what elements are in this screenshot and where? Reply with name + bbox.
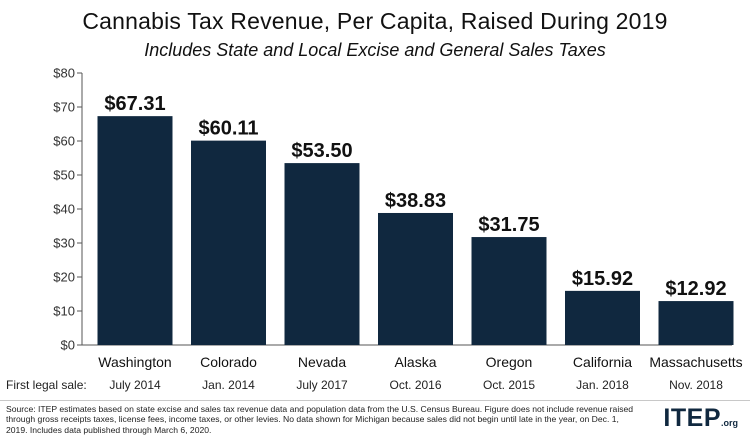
data-label: $60.11 bbox=[198, 118, 258, 140]
first-legal-sale-label: First legal sale: bbox=[6, 378, 87, 392]
y-tick-label: $20 bbox=[53, 270, 75, 285]
logo-text: ITEP bbox=[663, 404, 721, 432]
category-label: Oregon bbox=[486, 354, 533, 370]
data-label: $12.92 bbox=[665, 278, 726, 300]
data-label: $15.92 bbox=[572, 268, 633, 290]
bar-massachusetts bbox=[658, 301, 734, 345]
bar-colorado bbox=[191, 140, 266, 345]
category-label: Massachusetts bbox=[649, 354, 742, 370]
bar-alaska bbox=[378, 212, 453, 345]
category-label: Washington bbox=[98, 354, 171, 370]
logo-suffix: .org bbox=[721, 418, 738, 428]
y-tick-label: $30 bbox=[53, 236, 75, 251]
first-sale-date: Nov. 2018 bbox=[669, 378, 723, 392]
data-label: $67.31 bbox=[104, 93, 165, 115]
y-tick-label: $40 bbox=[53, 202, 75, 217]
bar-nevada bbox=[284, 163, 360, 345]
y-tick-label: $50 bbox=[53, 168, 75, 183]
data-label: $53.50 bbox=[291, 140, 352, 162]
first-sale-date: July 2014 bbox=[109, 378, 161, 392]
y-tick-label: $70 bbox=[53, 100, 75, 115]
category-label: California bbox=[573, 354, 632, 370]
bar-chart: $0 $10 $20 $30 $40 $50 $60 $70 $80 $67.31 Washingt… bbox=[6, 66, 743, 393]
y-tick-label: $80 bbox=[53, 66, 75, 81]
data-label: $31.75 bbox=[478, 214, 539, 236]
first-sale-date: Oct. 2016 bbox=[389, 378, 441, 392]
source-note: Source: ITEP estimates based on state ex… bbox=[6, 404, 634, 435]
first-sale-date: Jan. 2018 bbox=[576, 378, 629, 392]
itep-logo: ITEP.org bbox=[663, 404, 738, 433]
category-label: Nevada bbox=[298, 354, 346, 370]
y-tick-label: $60 bbox=[53, 134, 75, 149]
first-sale-date: July 2017 bbox=[296, 378, 348, 392]
category-label: Alaska bbox=[394, 354, 436, 370]
first-sale-date: Oct. 2015 bbox=[483, 378, 535, 392]
bar-oregon bbox=[471, 237, 547, 345]
bar-washington bbox=[97, 116, 173, 346]
y-tick-label: $0 bbox=[61, 338, 75, 353]
chart-title: Cannabis Tax Revenue, Per Capita, Raised… bbox=[82, 8, 668, 34]
bar-california bbox=[565, 290, 640, 345]
category-label: Colorado bbox=[200, 354, 257, 370]
data-label: $38.83 bbox=[385, 190, 446, 212]
first-sale-date: Jan. 2014 bbox=[202, 378, 255, 392]
y-tick-label: $10 bbox=[53, 304, 75, 319]
chart-subtitle: Includes State and Local Excise and Gene… bbox=[144, 40, 606, 60]
footer-divider bbox=[0, 400, 750, 401]
